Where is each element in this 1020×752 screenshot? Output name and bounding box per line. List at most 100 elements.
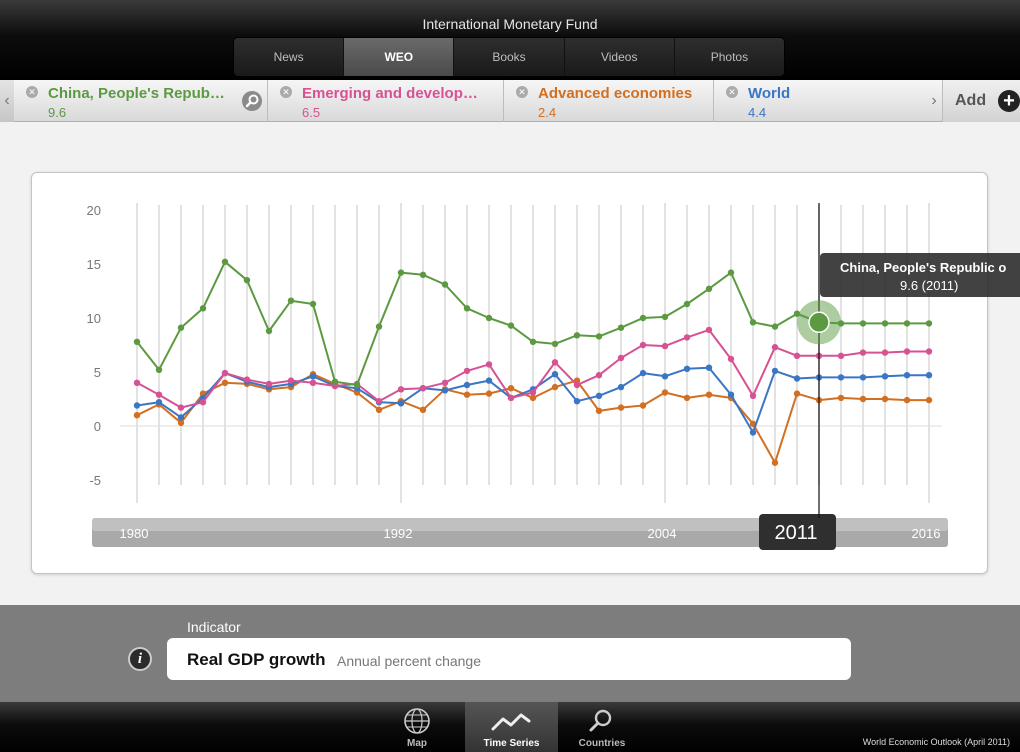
- data-point[interactable]: [177, 419, 185, 426]
- data-point[interactable]: [419, 385, 427, 392]
- data-point[interactable]: [287, 297, 295, 304]
- data-point[interactable]: [617, 404, 625, 411]
- data-point[interactable]: [683, 365, 691, 372]
- nav-tab-videos[interactable]: Videos: [565, 38, 675, 76]
- data-point[interactable]: [683, 394, 691, 402]
- data-point[interactable]: [837, 394, 845, 402]
- data-point[interactable]: [595, 372, 603, 379]
- data-point[interactable]: [837, 352, 845, 359]
- data-point[interactable]: [595, 333, 603, 340]
- data-point[interactable]: [507, 385, 515, 392]
- data-point[interactable]: [573, 398, 581, 405]
- data-point[interactable]: [441, 379, 449, 386]
- info-icon[interactable]: i: [128, 647, 152, 671]
- data-point[interactable]: [133, 338, 141, 345]
- data-point[interactable]: [859, 374, 867, 381]
- data-point[interactable]: [551, 383, 559, 391]
- data-point[interactable]: [507, 322, 515, 329]
- data-point[interactable]: [837, 374, 845, 381]
- nav-tab-photos[interactable]: Photos: [710, 50, 749, 64]
- data-point[interactable]: [683, 300, 691, 308]
- data-point[interactable]: [705, 364, 713, 371]
- data-point[interactable]: [441, 387, 449, 394]
- data-point[interactable]: [859, 320, 867, 327]
- data-point[interactable]: [639, 402, 647, 409]
- data-point[interactable]: [463, 367, 471, 375]
- data-point[interactable]: [375, 398, 383, 405]
- data-point[interactable]: [727, 391, 735, 398]
- data-point[interactable]: [705, 326, 713, 334]
- data-point[interactable]: [705, 391, 713, 398]
- data-point[interactable]: [595, 392, 603, 399]
- data-point[interactable]: [881, 320, 889, 327]
- data-point[interactable]: [133, 402, 141, 409]
- data-point[interactable]: [749, 392, 757, 399]
- data-point[interactable]: [485, 390, 493, 397]
- scroll-right-icon[interactable]: ›: [931, 92, 937, 109]
- data-point[interactable]: [133, 379, 141, 386]
- data-point[interactable]: [397, 400, 405, 407]
- data-point[interactable]: [573, 332, 581, 339]
- data-point[interactable]: [925, 320, 933, 327]
- data-point[interactable]: [529, 389, 537, 396]
- data-point[interactable]: [551, 371, 559, 378]
- remove-country-icon[interactable]: ✕: [26, 86, 38, 98]
- data-point[interactable]: [507, 394, 515, 402]
- selected-point[interactable]: [808, 311, 830, 334]
- data-point[interactable]: [661, 373, 669, 380]
- data-point[interactable]: [859, 395, 867, 403]
- scroll-left-icon[interactable]: ‹: [0, 80, 14, 122]
- remove-country-icon[interactable]: ✕: [726, 86, 738, 98]
- data-point[interactable]: [639, 369, 647, 377]
- data-point[interactable]: [133, 412, 141, 419]
- magnifier-icon[interactable]: [240, 90, 264, 112]
- data-point[interactable]: [221, 379, 229, 386]
- data-point[interactable]: [265, 327, 273, 335]
- data-point[interactable]: [859, 349, 867, 356]
- data-point[interactable]: [903, 320, 911, 327]
- data-point[interactable]: [155, 366, 163, 373]
- data-point[interactable]: [309, 373, 317, 380]
- data-point[interactable]: [727, 355, 735, 363]
- data-point[interactable]: [881, 395, 889, 403]
- data-point[interactable]: [573, 381, 581, 389]
- data-point[interactable]: [331, 378, 339, 385]
- nav-tab-weo[interactable]: WEO: [344, 38, 455, 76]
- data-point[interactable]: [617, 354, 625, 362]
- data-point[interactable]: [243, 376, 251, 383]
- data-point[interactable]: [617, 324, 625, 331]
- data-point[interactable]: [881, 349, 889, 356]
- country-chip-world[interactable]: ✕ World 4.4: [714, 80, 926, 122]
- data-point[interactable]: [925, 396, 933, 404]
- data-point[interactable]: [639, 314, 647, 322]
- country-chip-advanced[interactable]: ✕ Advanced economies 2.4: [504, 80, 714, 122]
- data-point[interactable]: [243, 277, 251, 284]
- add-country-button[interactable]: Add +: [942, 80, 1020, 122]
- data-point[interactable]: [903, 348, 911, 355]
- tab-map[interactable]: Map: [392, 702, 442, 752]
- data-point[interactable]: [771, 323, 779, 330]
- data-point[interactable]: [309, 379, 317, 386]
- line-chart[interactable]: 20 15 10 5 0 -5 1980 1992 2004 2016 2011: [0, 0, 1020, 610]
- timeline-handle[interactable]: [759, 514, 836, 550]
- data-point[interactable]: [397, 386, 405, 393]
- data-point[interactable]: [661, 342, 669, 350]
- data-point[interactable]: [441, 281, 449, 288]
- data-point[interactable]: [155, 399, 163, 406]
- data-point[interactable]: [177, 404, 185, 411]
- data-point[interactable]: [749, 319, 757, 326]
- data-point[interactable]: [287, 377, 295, 384]
- data-point[interactable]: [397, 269, 405, 276]
- data-point[interactable]: [683, 334, 691, 341]
- data-point[interactable]: [793, 375, 801, 382]
- data-point[interactable]: [199, 305, 207, 312]
- data-point[interactable]: [661, 313, 669, 321]
- data-point[interactable]: [529, 338, 537, 345]
- data-point[interactable]: [155, 391, 163, 398]
- data-point[interactable]: [793, 390, 801, 397]
- data-point[interactable]: [221, 258, 229, 265]
- country-chip-china[interactable]: ✕ China, People's Repub… 9.6: [14, 80, 268, 122]
- data-point[interactable]: [793, 352, 801, 359]
- data-point[interactable]: [199, 399, 207, 406]
- data-point[interactable]: [771, 367, 779, 375]
